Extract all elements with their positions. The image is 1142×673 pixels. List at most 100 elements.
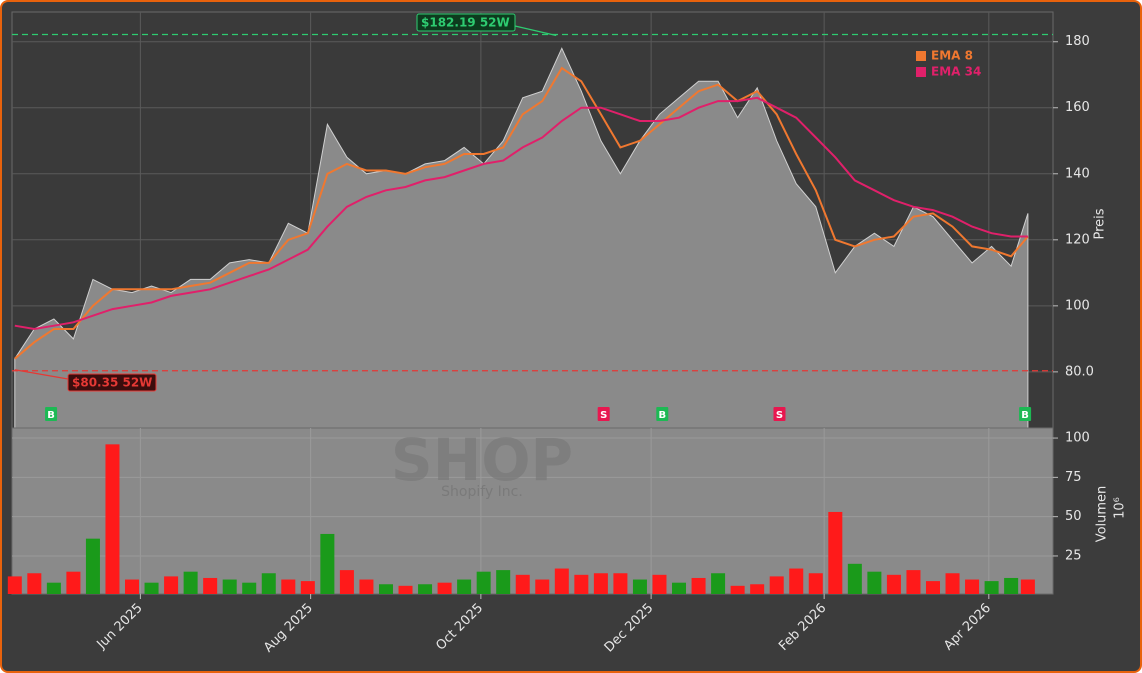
volume-bar [984,581,999,594]
volume-bar [476,571,491,594]
x-tick-label: Jun 2025 [94,601,146,653]
volume-bar [203,577,218,594]
volume-bar [808,573,823,594]
y-axis-label: Volumen [1095,486,1110,543]
volume-bar [46,582,61,594]
y-tick-label: 120 [1065,232,1090,247]
volume-bar [711,573,726,594]
volume-bar [652,574,667,594]
volume-bar [925,581,940,594]
volume-bar [144,582,159,594]
volume-bar [1004,577,1019,594]
signal-marker [1019,407,1032,421]
volume-bar [945,573,960,594]
y-tick-label: 25 [1065,548,1082,563]
volume-bar [359,579,374,594]
x-tick-label: Apr 2026 [941,601,994,654]
volume-bar [105,444,120,594]
signal-label: B [658,410,666,421]
watermark: SHOP [391,426,573,494]
annotation-box [416,13,516,32]
volume-bar [418,584,433,594]
volume-bar [222,579,237,594]
y-tick-label: 100 [1065,298,1090,313]
volume-bar [66,571,81,594]
volume-bar [554,568,569,594]
x-tick-label: Oct 2025 [433,601,486,654]
y-tick-label: 180 [1065,34,1090,49]
volume-bar [339,570,354,594]
volume-bar [183,571,198,594]
volume-bar [27,573,42,594]
volume-bar [515,574,530,594]
y-tick-label: 100 [1065,431,1090,446]
x-tick-label: Aug 2025 [261,601,316,656]
volume-bar [632,579,647,594]
y-tick-label: 160 [1065,100,1090,115]
x-tick-label: Dec 2025 [602,601,657,656]
volume-bar [886,574,901,594]
legend-label: EMA 34 [931,65,981,79]
ema-line [14,66,1029,360]
volume-bar [965,579,980,594]
volume-bar [906,570,921,594]
volume-bar [613,573,628,594]
volume-bar [125,579,140,594]
plot-background [11,427,1054,595]
volume-bar [242,582,257,594]
y-tick-label: 75 [1065,470,1082,485]
volume-bar [789,568,804,594]
signal-label: B [47,410,55,421]
volume-bar [769,576,784,594]
signal-label: S [776,410,783,421]
price-area [14,47,1029,429]
volume-bar [261,573,276,594]
volume-bar [535,579,550,594]
signal-label: S [600,410,607,421]
volume-bar [750,584,765,594]
signal-label: B [1021,410,1029,421]
volume-bar [164,576,179,594]
annotation-label: $182.19 52W [421,16,510,30]
volume-bar [496,570,511,594]
volume-bar [828,511,843,594]
volume-bar [867,571,882,594]
annotation-label: $80.35 52W [72,376,152,390]
volume-bar [378,584,393,594]
volume-bar [574,574,589,594]
volume-bar [672,582,687,594]
x-tick-label: Feb 2026 [776,601,829,654]
volume-bar [437,582,452,594]
signal-marker [45,407,58,421]
watermark-subtitle: Shopify Inc. [441,484,523,500]
ema-line [14,96,1028,331]
y-axis-label: Preis [1093,208,1108,239]
signal-marker [656,407,669,421]
volume-bar [847,563,862,594]
annotation-box [67,373,157,392]
y-tick-label: 140 [1065,166,1090,181]
legend-label: EMA 8 [931,49,973,63]
legend-swatch [916,51,926,61]
volume-bar [320,533,335,594]
volume-bar [300,581,315,594]
annotation-arrow [514,25,557,37]
volume-bar [691,577,706,594]
volume-bar [730,585,745,594]
annotation-arrow [14,369,69,380]
legend-swatch [916,67,926,77]
y-tick-label: 50 [1065,509,1082,524]
y-scale-label: 10⁶ [1113,497,1128,519]
volume-bar [7,576,22,594]
signal-marker [773,407,786,421]
volume-bar [593,573,608,594]
volume-bar [281,579,296,594]
volume-bar [457,579,472,594]
volume-bar [398,585,413,594]
volume-bar [1020,579,1035,594]
signal-marker [597,407,610,421]
volume-bar [85,538,100,594]
y-tick-label: 80.0 [1065,364,1094,379]
